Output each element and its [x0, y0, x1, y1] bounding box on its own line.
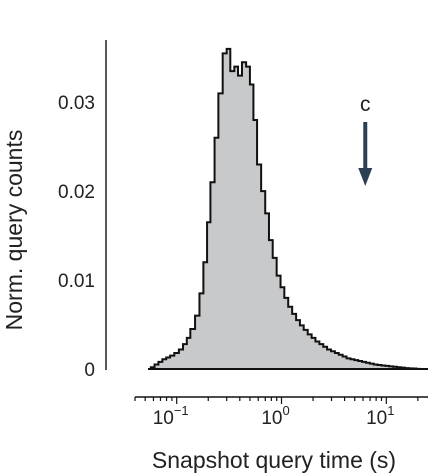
histogram-fill — [150, 48, 421, 369]
x-tick-label: 10−1 — [153, 403, 189, 429]
y-tick-label: 0 — [84, 360, 95, 381]
x-tick-label: 101 — [366, 403, 394, 429]
annotation-label: c — [360, 93, 371, 116]
x-tick-label: 100 — [261, 403, 289, 429]
annotation-layer: c — [358, 93, 373, 186]
y-tick-label: 0.03 — [58, 93, 95, 114]
histogram-outline — [149, 47, 422, 370]
y-tick-label: 0.01 — [58, 271, 95, 292]
x-axis: 10−1 100 101 — [134, 396, 428, 429]
y-axis-label: Norm. query counts — [1, 130, 27, 331]
plot-area — [148, 47, 428, 370]
y-axis: 0 0.01 0.02 0.03 — [58, 40, 107, 381]
y-tick-label: 0.02 — [58, 182, 95, 203]
x-axis-label: Snapshot query time (s) — [152, 447, 396, 473]
annotation-arrow-head — [358, 168, 373, 186]
